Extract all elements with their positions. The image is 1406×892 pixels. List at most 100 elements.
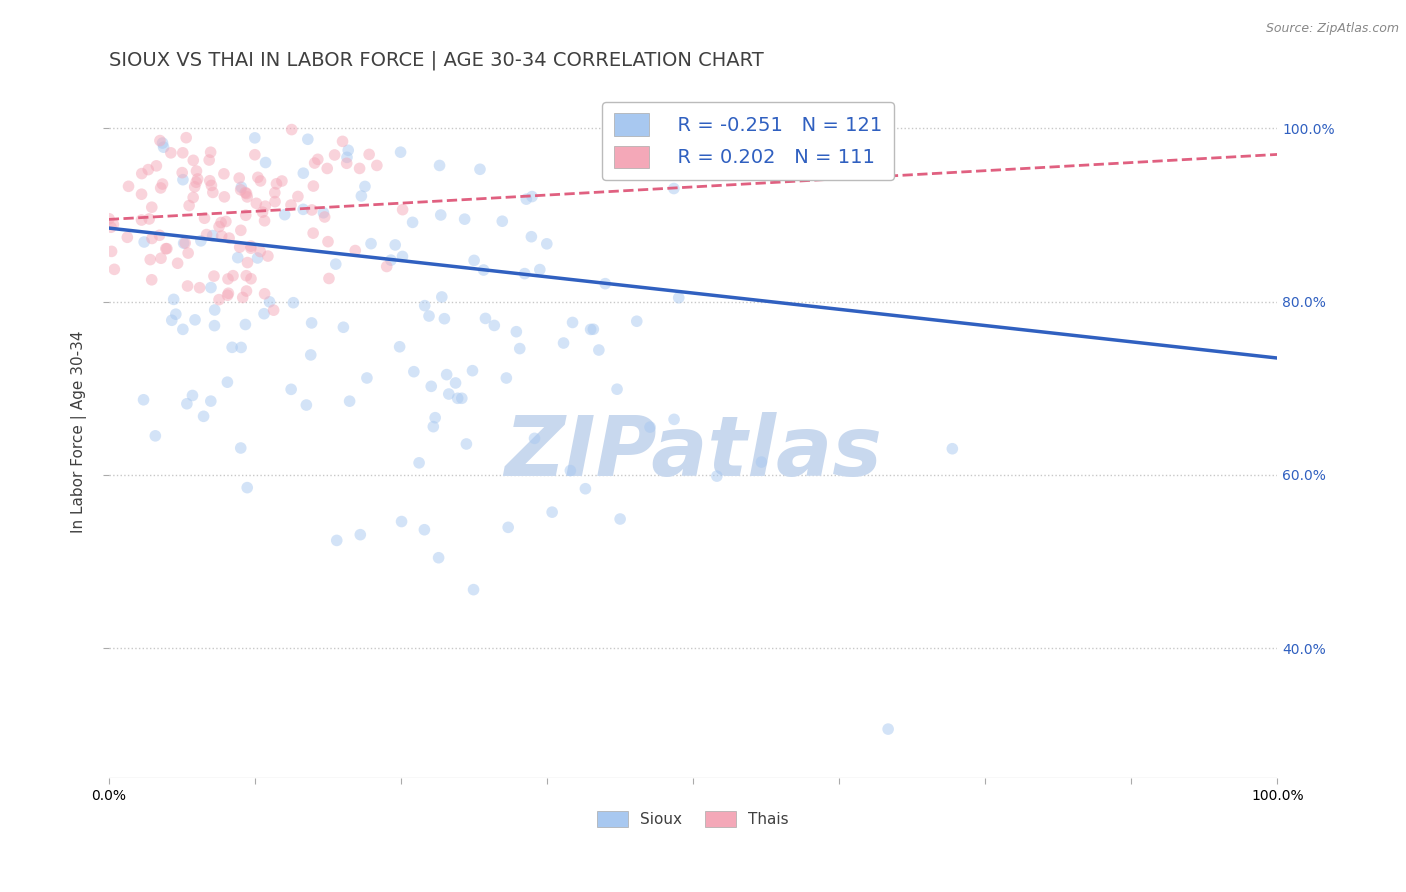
Point (235, 284, 257, 298)
Point (228, 240, 250, 254)
Point (148, 228, 170, 243)
Point (437, 387, 460, 401)
Point (463, 582, 485, 597)
Point (198, 153, 221, 167)
Point (520, 189, 543, 203)
Point (217, 288, 239, 302)
Point (626, 314, 648, 328)
Point (472, 263, 495, 277)
Point (314, 210, 336, 224)
Point (391, 202, 413, 217)
Point (100, 244, 122, 259)
Point (149, 134, 172, 148)
Point (204, 303, 226, 318)
Point (484, 318, 506, 333)
Point (117, 230, 139, 244)
Point (336, 150, 359, 164)
Point (174, 235, 197, 250)
Point (523, 431, 546, 445)
Point (588, 343, 610, 357)
Point (202, 269, 225, 284)
Point (172, 166, 194, 180)
Text: Source: ZipAtlas.com: Source: ZipAtlas.com (1265, 22, 1399, 36)
Point (350, 189, 373, 203)
Point (193, 211, 215, 226)
Point (574, 482, 596, 496)
Point (429, 159, 451, 173)
Point (235, 208, 257, 222)
Point (240, 272, 263, 286)
Point (662, 412, 685, 426)
Point (235, 268, 257, 283)
Point (179, 198, 201, 212)
Point (166, 256, 188, 270)
Point (228, 171, 250, 186)
Point (706, 469, 728, 483)
Point (292, 202, 315, 217)
Point (273, 208, 295, 222)
Point (560, 464, 582, 478)
Point (235, 318, 257, 332)
Point (252, 205, 274, 219)
Point (138, 211, 160, 226)
Point (541, 505, 564, 519)
Point (254, 199, 277, 213)
Point (505, 325, 527, 339)
Point (217, 286, 239, 301)
Point (270, 174, 292, 188)
Point (245, 196, 267, 211)
Point (259, 294, 281, 309)
Point (263, 186, 285, 200)
Point (141, 273, 163, 287)
Point (325, 257, 347, 271)
Point (236, 481, 259, 495)
Point (264, 194, 287, 209)
Point (388, 340, 411, 354)
Point (312, 205, 335, 219)
Point (253, 214, 276, 228)
Text: ZIPatlas: ZIPatlas (505, 412, 882, 493)
Point (344, 244, 367, 258)
Point (172, 322, 194, 336)
Point (326, 533, 349, 548)
Point (463, 253, 485, 268)
Point (316, 235, 339, 249)
Point (287, 189, 309, 203)
Point (280, 122, 302, 136)
Point (302, 226, 325, 240)
Legend: Sioux, Thais: Sioux, Thais (592, 805, 794, 833)
Point (103, 218, 125, 232)
Point (243, 147, 266, 161)
Point (339, 394, 361, 409)
Point (160, 145, 183, 160)
Point (117, 179, 139, 194)
Point (301, 202, 323, 217)
Point (877, 722, 900, 736)
Point (318, 271, 340, 285)
Point (193, 409, 215, 424)
Point (433, 311, 456, 326)
Point (214, 190, 236, 204)
Point (181, 190, 204, 204)
Point (239, 241, 262, 255)
Point (427, 550, 450, 565)
Point (257, 249, 280, 263)
Point (204, 318, 226, 333)
Point (246, 251, 269, 265)
Point (495, 371, 517, 385)
Point (453, 212, 475, 227)
Point (422, 419, 444, 434)
Point (941, 442, 963, 456)
Point (243, 131, 266, 145)
Point (184, 313, 207, 327)
Point (218, 231, 240, 245)
Point (152, 177, 174, 191)
Point (468, 162, 491, 177)
Point (155, 242, 177, 256)
Point (132, 392, 155, 407)
Point (235, 186, 257, 201)
Point (131, 213, 153, 227)
Point (430, 290, 453, 304)
Y-axis label: In Labor Force | Age 30-34: In Labor Force | Age 30-34 (72, 330, 87, 533)
Point (233, 186, 256, 200)
